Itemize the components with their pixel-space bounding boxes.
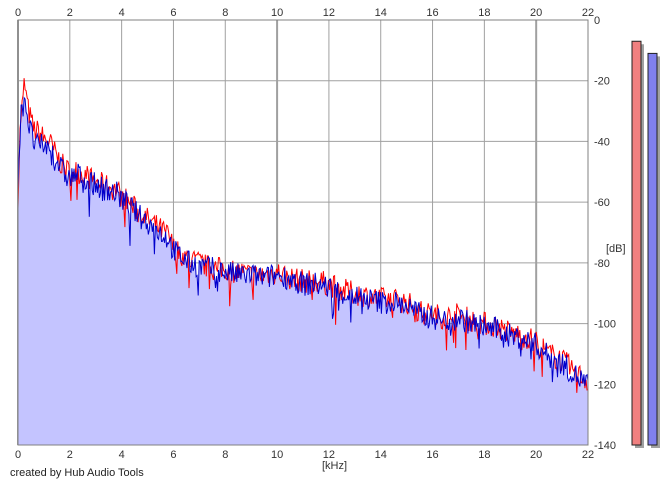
series-lines [17,78,589,393]
x-tick-label-top: 4 [119,7,125,19]
x-tick-label-top: 16 [426,7,438,19]
x-tick-label-bottom: 18 [478,449,490,461]
plot-frame [17,19,589,446]
x-tick-label-bottom: 16 [426,449,438,461]
x-tick-label-bottom: 22 [582,449,594,461]
x-tick-label-bottom: 6 [170,449,176,461]
x-tick-label-top: 0 [15,7,21,19]
x-tick-label-top: 2 [67,7,73,19]
x-tick-label-top: 22 [582,7,594,19]
series-line-2 [17,96,589,387]
x-tick-label-bottom: 12 [323,449,335,461]
x-tick-label-bottom: 2 [67,449,73,461]
x-tick-label-bottom: 4 [119,449,125,461]
y-tick-label: -140 [594,440,616,452]
x-tick-label-bottom: 10 [271,449,283,461]
x-tick-label-top: 6 [170,7,176,19]
y-tick-label: -20 [594,76,610,88]
y-tick-label: -40 [594,136,610,148]
x-tick-label-bottom: 14 [375,449,387,461]
x-tick-label-top: 14 [375,7,387,19]
x-tick-label-bottom: 20 [530,449,542,461]
x-axis-label: [kHz] [322,460,348,472]
y-tick-label: -60 [594,197,610,209]
spectrum-fill-area [18,97,588,445]
level-meters [631,40,660,449]
x-tick-label-bottom: 8 [222,449,228,461]
y-tick-label: 0 [594,15,600,27]
x-tick-label-bottom: 0 [15,449,21,461]
level-meter-2 [647,52,658,446]
x-tick-label-top: 10 [271,7,283,19]
x-tick-label-top: 12 [323,7,335,19]
y-axis-label: [dB] [606,243,626,255]
x-tick-label-top: 18 [478,7,490,19]
y-tick-label: -80 [594,258,610,270]
x-tick-label-top: 20 [530,7,542,19]
credit-text: created by Hub Audio Tools [10,467,144,479]
y-axis-ticks: 0 -20 -40 -60 -80 -100 -120 -140 [594,15,616,452]
level-meter-1 [631,40,642,446]
y-tick-label: -120 [594,379,616,391]
y-tick-label: -100 [594,319,616,331]
x-tick-label-top: 8 [222,7,228,19]
